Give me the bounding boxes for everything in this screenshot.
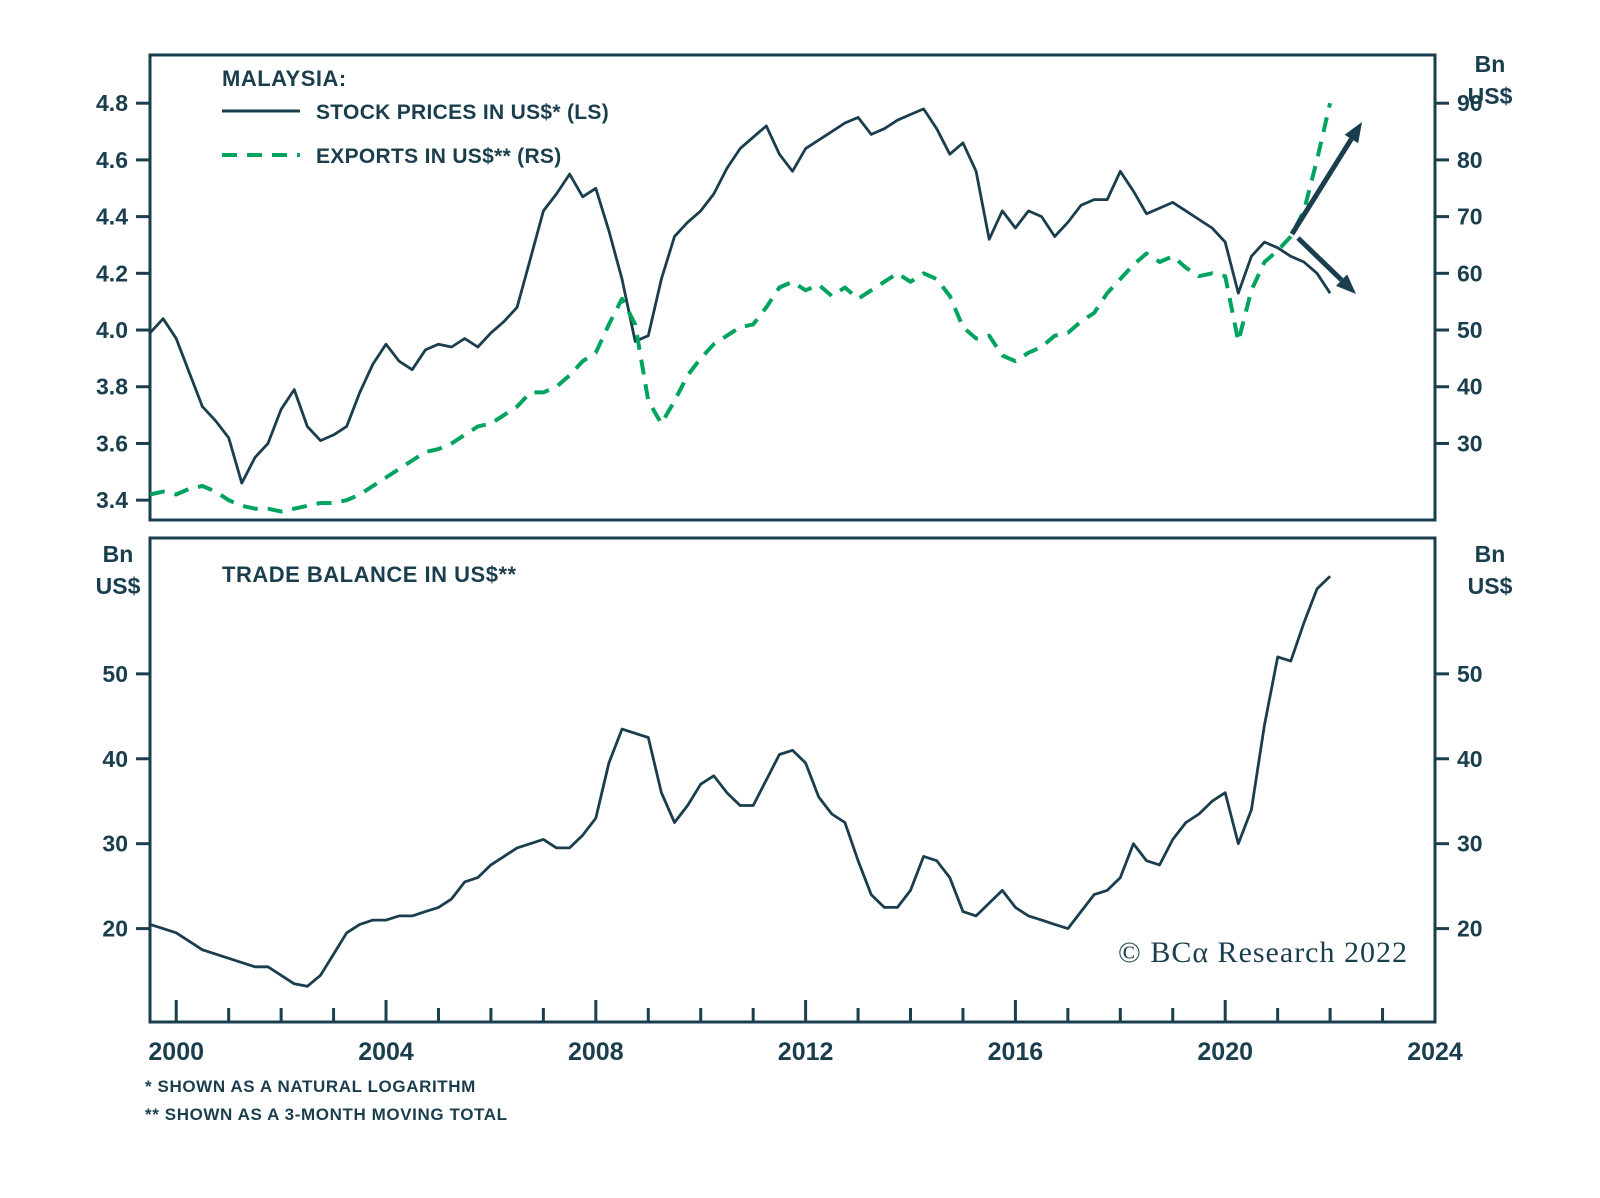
right-axis-tick-label: 60 [1457,260,1483,286]
x-axis-tick-label: 2012 [778,1038,834,1066]
left-axis-tick-label: 3.4 [96,487,128,513]
panel-border [148,53,1437,522]
left-axis-tick-label: 4.2 [96,260,128,286]
right-axis-tick-label: 90 [1457,90,1483,116]
exports-in-us-rs-line [149,102,1333,514]
top-right-axis-unit-usd: US$ [1468,83,1513,109]
x-axis-tick-label: 2016 [988,1038,1044,1066]
exports-up-arrow-icon [1289,122,1362,236]
right-axis-tick-label: 50 [1457,661,1483,687]
trade-balance-in-us-line [149,575,1332,988]
bottom-left-axis-unit-bn: Bn [103,541,134,567]
right-axis-tick-label: 40 [1457,374,1483,400]
right-axis-tick-label: 70 [1457,204,1483,230]
stocks-down-arrow-icon [1296,236,1356,294]
copyright-text: © BCα Research 2022 [1118,936,1408,969]
x-axis-tick-label: 2000 [148,1038,204,1066]
left-axis-tick-label: 20 [102,916,128,942]
bottom-right-axis-unit-usd: US$ [1468,573,1513,599]
bottom-left-axis-unit-usd: US$ [96,573,141,599]
right-axis-tick-label: 40 [1457,746,1483,772]
right-axis-tick-label: 30 [1457,831,1483,857]
top-chart-title: MALAYSIA: [222,66,347,91]
right-axis-tick-label: 80 [1457,147,1483,173]
top-right-axis-unit-bn: Bn [1475,51,1506,77]
left-axis-tick-label: 4.0 [96,317,128,343]
panel-border [148,536,1437,1024]
left-axis-tick-label: 3.6 [96,430,128,456]
left-axis-tick-label: 30 [102,831,128,857]
left-axis-tick-label: 4.4 [96,204,128,230]
left-axis-tick-label: 3.8 [96,374,128,400]
left-axis-tick-label: 50 [102,661,128,687]
bottom-right-axis-unit-bn: Bn [1475,541,1506,567]
footnote-natural-log: * SHOWN AS A NATURAL LOGARITHM [145,1077,476,1096]
legend-stock-prices-label: STOCK PRICES IN US$* (LS) [316,101,609,124]
x-axis-tick-label: 2020 [1197,1038,1253,1066]
bottom-chart-title: TRADE BALANCE IN US$** [222,562,517,587]
left-axis-tick-label: 4.8 [96,90,128,116]
legend-exports-label: EXPORTS IN US$** (RS) [316,145,562,168]
right-axis-tick-label: 30 [1457,430,1483,456]
x-axis-tick-label: 2008 [568,1038,624,1066]
x-axis-tick-label: 2004 [358,1038,414,1066]
stock-prices-in-us-ls-line [148,107,1332,485]
x-axis-tick-label: 2024 [1407,1038,1463,1066]
left-axis-tick-label: 4.6 [96,147,128,173]
right-axis-tick-label: 50 [1457,317,1483,343]
footnote-moving-total: ** SHOWN AS A 3-MONTH MOVING TOTAL [145,1105,508,1124]
left-axis-tick-label: 40 [102,746,128,772]
right-axis-tick-label: 20 [1457,916,1483,942]
